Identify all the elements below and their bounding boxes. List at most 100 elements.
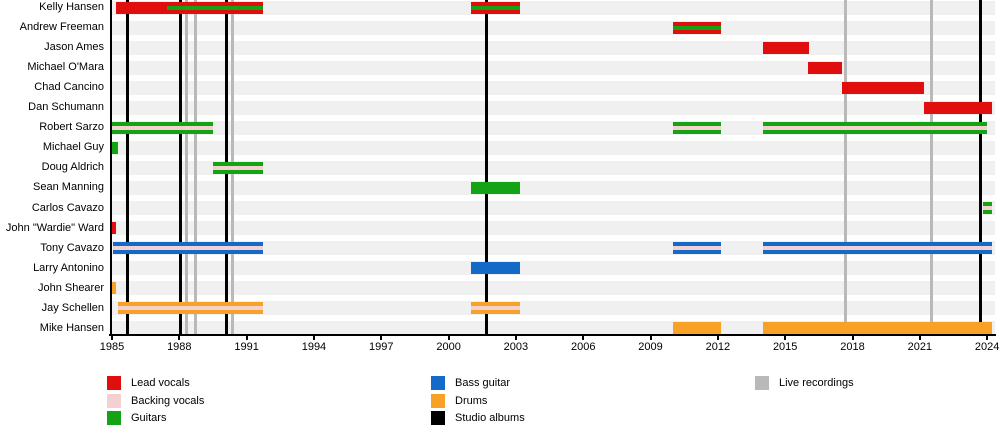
member-label: Chad Cancino bbox=[34, 81, 104, 94]
timeline-bar bbox=[762, 242, 992, 255]
year-tick bbox=[716, 336, 719, 340]
timeline-bar bbox=[471, 262, 521, 275]
legend-label-lead_vocals: Lead vocals bbox=[131, 377, 190, 389]
secondary-role-stripe bbox=[212, 165, 264, 170]
timeline-bar bbox=[807, 61, 843, 74]
year-tick-label: 1985 bbox=[99, 341, 125, 353]
year-tick bbox=[312, 336, 315, 340]
live-recording-line bbox=[184, 0, 188, 334]
secondary-role-stripe bbox=[762, 246, 992, 251]
timeline-bar bbox=[762, 322, 992, 335]
secondary-role-stripe bbox=[113, 246, 264, 251]
year-tick bbox=[245, 336, 248, 340]
timeline-bar bbox=[116, 1, 264, 14]
legend-label-drums: Drums bbox=[455, 395, 488, 407]
member-label: Dan Schumann bbox=[28, 101, 104, 114]
secondary-role-stripe bbox=[673, 25, 722, 30]
timeline-bar bbox=[982, 202, 992, 214]
secondary-role-stripe bbox=[166, 5, 264, 10]
year-tick-label: 2015 bbox=[772, 341, 798, 353]
member-label: Michael Guy bbox=[42, 141, 104, 154]
legend-swatch-backing_vocals bbox=[107, 394, 121, 408]
legend-label-studio_albums: Studio albums bbox=[455, 412, 525, 424]
member-label: Andrew Freeman bbox=[19, 21, 104, 34]
secondary-role-stripe bbox=[471, 306, 521, 311]
timeline-bar bbox=[117, 302, 264, 315]
secondary-role-stripe bbox=[673, 125, 722, 130]
row-guide bbox=[110, 160, 995, 175]
year-tick-label: 2024 bbox=[974, 341, 1000, 353]
year-tick bbox=[649, 336, 652, 340]
legend-label-backing_vocals: Backing vocals bbox=[131, 395, 205, 407]
timeline-bar bbox=[112, 121, 213, 134]
timeline-bar bbox=[673, 121, 722, 134]
timeline-bar bbox=[762, 121, 988, 134]
row-guide bbox=[110, 261, 995, 276]
member-label: John Shearer bbox=[37, 281, 104, 294]
row-guide bbox=[110, 221, 995, 236]
row-guide bbox=[110, 201, 995, 215]
timeline-bar bbox=[471, 181, 521, 194]
row-guide bbox=[110, 80, 995, 95]
member-label: John "Wardie" Ward bbox=[5, 221, 104, 234]
timeline-bar bbox=[673, 21, 722, 34]
row-guide bbox=[110, 301, 995, 316]
year-tick bbox=[111, 336, 113, 340]
row-guide bbox=[110, 100, 995, 115]
member-label: Michael O'Mara bbox=[27, 61, 104, 74]
live-recording-line bbox=[844, 0, 848, 334]
legend-swatch-studio_albums bbox=[431, 411, 445, 425]
year-tick bbox=[447, 336, 450, 340]
timeline-bar bbox=[112, 141, 118, 154]
year-tick-label: 2021 bbox=[907, 341, 933, 353]
plot-left-border bbox=[110, 0, 112, 336]
secondary-role-stripe bbox=[673, 246, 722, 251]
secondary-role-stripe bbox=[762, 125, 988, 130]
member-label: Robert Sarzo bbox=[39, 121, 104, 134]
studio-album-line bbox=[125, 0, 129, 334]
live-recording-line bbox=[929, 0, 933, 334]
year-tick-label: 1988 bbox=[167, 341, 192, 353]
studio-album-line bbox=[178, 0, 182, 334]
member-label: Kelly Hansen bbox=[39, 1, 104, 13]
member-label: Jay Schellen bbox=[41, 301, 104, 314]
year-tick-label: 2018 bbox=[840, 341, 865, 353]
legend-swatch-guitars bbox=[107, 411, 121, 425]
row-guide bbox=[110, 60, 995, 75]
timeline-bar bbox=[762, 41, 809, 54]
year-tick bbox=[784, 336, 787, 340]
studio-album-line bbox=[978, 0, 982, 334]
timeline-bar bbox=[924, 101, 992, 114]
timeline-bar bbox=[113, 242, 264, 255]
studio-album-line bbox=[485, 0, 489, 334]
row-guide bbox=[110, 20, 995, 35]
row-guide bbox=[110, 40, 995, 55]
row-guide bbox=[110, 140, 995, 155]
year-tick-label: 2000 bbox=[436, 341, 461, 353]
row-guide bbox=[110, 0, 995, 15]
year-tick-label: 2006 bbox=[570, 341, 596, 353]
live-recording-line bbox=[193, 0, 197, 334]
secondary-role-stripe bbox=[471, 5, 521, 10]
year-tick-label: 2009 bbox=[638, 341, 663, 353]
year-tick-label: 1997 bbox=[369, 341, 394, 353]
year-tick bbox=[380, 336, 383, 340]
member-label: Carlos Cavazo bbox=[31, 201, 104, 214]
secondary-role-stripe bbox=[112, 125, 213, 130]
x-axis-line bbox=[109, 334, 996, 336]
legend-swatch-drums bbox=[431, 394, 445, 408]
year-tick bbox=[178, 336, 181, 340]
legend-swatch-lead_vocals bbox=[107, 376, 121, 390]
timeline-bar bbox=[471, 302, 521, 315]
year-tick-label: 2003 bbox=[503, 341, 529, 353]
year-tick bbox=[582, 336, 585, 340]
year-tick-label: 1994 bbox=[301, 341, 327, 353]
timeline-bar bbox=[471, 1, 521, 14]
year-tick-label: 2012 bbox=[705, 341, 731, 353]
year-tick bbox=[918, 336, 921, 340]
year-tick bbox=[514, 336, 517, 340]
legend-swatch-live_recordings bbox=[755, 376, 769, 390]
member-label: Tony Cavazo bbox=[40, 241, 104, 254]
member-label: Larry Antonino bbox=[33, 261, 104, 274]
